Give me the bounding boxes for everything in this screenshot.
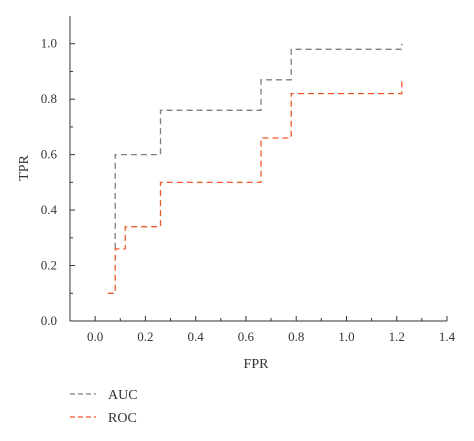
y-tick-label: 0.2: [41, 258, 57, 273]
series-line-auc: [114, 43, 403, 249]
x-tick-label: 0.8: [288, 329, 304, 344]
x-tick-label: 0.6: [238, 329, 255, 344]
x-tick-label: 1.0: [338, 329, 354, 344]
x-axis-label: FPR: [244, 357, 270, 372]
legend-label-auc: AUC: [108, 388, 138, 403]
x-tick-label: 0.4: [188, 329, 205, 344]
series-line-roc: [107, 79, 403, 294]
y-tick-label: 0.0: [41, 313, 57, 328]
y-tick-label: 0.8: [41, 91, 57, 106]
x-tick-label: 0.0: [87, 329, 103, 344]
x-tick-label: 1.2: [389, 329, 405, 344]
y-tick-label: 0.4: [41, 202, 58, 217]
series-layer: [107, 43, 403, 294]
x-tick-label: 1.4: [439, 329, 456, 344]
y-tick-label: 1.0: [41, 36, 57, 51]
legend-label-roc: ROC: [108, 411, 137, 426]
axes-layer: [69, 16, 447, 322]
x-tick-label: 0.2: [137, 329, 153, 344]
ticks-layer: 0.0 0.2 0.4 0.6 0.8 1.0 1.2 1.4 0.0 0.2 0.4 0.6 0.8 1…: [41, 36, 456, 344]
y-axis-label: TPR: [17, 155, 32, 181]
legend: AUC ROC: [70, 388, 138, 426]
y-tick-label: 0.6: [41, 147, 58, 162]
